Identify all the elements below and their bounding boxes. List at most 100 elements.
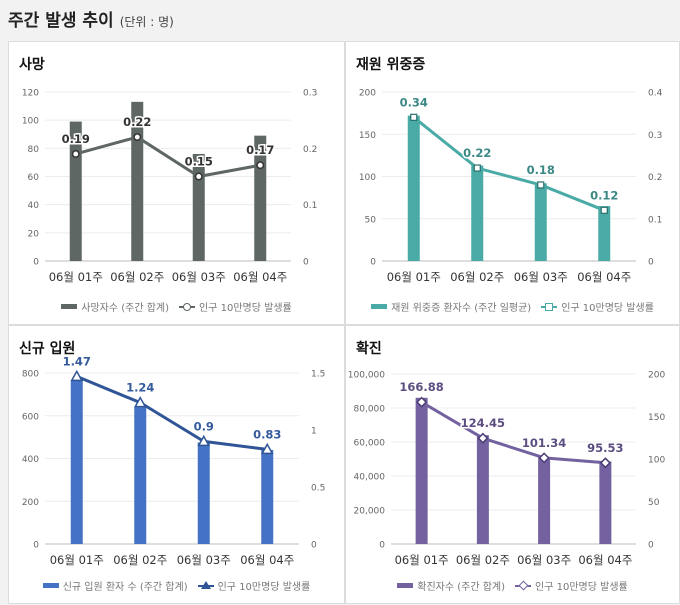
point-marker: [133, 133, 142, 142]
legend-line-swatch: [197, 580, 214, 591]
legend-bar-swatch: [42, 583, 59, 588]
point-marker: [477, 432, 489, 444]
data-label: 0.34: [400, 95, 428, 109]
legend-item-bar[interactable]: 재원 위중증 환자수 (주간 일평균): [371, 299, 531, 314]
y-left-tick-label: 150: [359, 131, 376, 141]
legend-bar-swatch: [371, 304, 388, 309]
data-label: 0.19: [62, 132, 90, 146]
legend-item-line[interactable]: 인구 10만명당 발생률: [179, 299, 292, 314]
y-right-tick-label: 150: [648, 413, 665, 423]
legend-item-bar[interactable]: 신규 입원 환자 수 (주간 합계): [42, 578, 188, 593]
legend-item-line[interactable]: 인구 10만명당 발생률: [197, 578, 311, 593]
x-tick-label: 06월 01주: [387, 270, 441, 284]
legend-item-line[interactable]: 인구 10만명당 발생률: [515, 578, 628, 593]
legend-item-line[interactable]: 인구 10만명당 발생률: [541, 299, 654, 314]
x-tick-label: 06월 03주: [517, 553, 571, 567]
y-left-tick-label: 400: [22, 455, 39, 465]
legend-item-bar[interactable]: 확진자수 (주간 합계): [397, 578, 505, 593]
y-left-tick-label: 20,000: [354, 507, 386, 517]
chart-svg: 0 20 40 60 80 100 120 0 0.1 0.2 0.3 06월 01주 06월 02주 0…: [22, 89, 318, 285]
bar: [471, 165, 484, 261]
y-left-tick-label: 120: [22, 89, 39, 99]
point-marker: [599, 457, 611, 469]
x-tick-label: 06월 01주: [49, 270, 103, 284]
bar: [538, 457, 551, 544]
data-label: 1.47: [63, 354, 91, 368]
bar: [131, 101, 144, 261]
point-marker: [256, 161, 265, 170]
bar: [407, 115, 420, 261]
x-tick-label: 06월 01주: [50, 553, 104, 567]
y-left-tick-label: 800: [22, 370, 39, 380]
point-marker: [600, 206, 608, 214]
severe-chart-panel: 재원 위중증 0 50 100 150 200 0 0.1 0.2 0.3 0.4 06월 01주 0…: [345, 41, 680, 325]
y-right-tick-label: 0: [648, 541, 654, 551]
data-label: 0.83: [253, 427, 281, 441]
y-left-tick-label: 20: [28, 229, 40, 239]
legend-line-swatch: [515, 580, 532, 591]
y-right-tick-label: 1.5: [311, 370, 325, 380]
data-label: 101.34: [522, 436, 566, 450]
y-right-tick-label: 0.3: [648, 131, 662, 141]
x-tick-label: 06월 02주: [456, 553, 510, 567]
y-right-tick-label: 0.4: [648, 89, 663, 99]
point-marker: [416, 396, 428, 408]
x-tick-label: 06월 02주: [110, 270, 164, 284]
point-marker: [70, 369, 84, 382]
bar: [599, 461, 612, 544]
y-left-tick-label: 40: [28, 201, 40, 211]
y-left-tick-label: 200: [359, 89, 376, 99]
y-left-tick-label: 100: [359, 173, 376, 183]
bar: [415, 397, 428, 544]
chart-title: 사망: [19, 57, 45, 73]
legend-bar-swatch: [61, 304, 78, 309]
bar: [534, 183, 547, 261]
x-tick-label: 06월 04주: [233, 270, 287, 284]
y-left-tick-label: 60: [28, 173, 40, 183]
legend-item-bar[interactable]: 사망자수 (주간 합계): [61, 299, 169, 314]
x-tick-label: 06월 02주: [113, 553, 167, 567]
bar: [70, 380, 83, 544]
data-label: 95.53: [587, 441, 623, 455]
legend-line-label: 인구 10만명당 발생률: [217, 582, 311, 593]
chart-legend: 재원 위중증 환자수 (주간 일평균) 인구 10만명당 발생률: [346, 299, 679, 314]
unit-label: (단위 : 명): [119, 15, 174, 29]
point-marker: [133, 396, 147, 408]
bar: [476, 435, 489, 544]
legend-bar-label: 신규 입원 환자 수 (주간 합계): [62, 582, 188, 593]
point-marker: [410, 113, 418, 121]
y-right-tick-label: 0.1: [648, 215, 662, 225]
legend-bar-label: 사망자수 (주간 합계): [81, 303, 170, 314]
y-left-tick-label: 0: [33, 541, 39, 551]
x-tick-label: 06월 03주: [514, 270, 568, 284]
y-left-tick-label: 0: [379, 541, 385, 551]
y-left-tick-label: 80: [28, 145, 40, 155]
data-label: 0.22: [463, 146, 491, 160]
legend-line-swatch: [541, 302, 558, 312]
chart-svg: 0 200 400 600 800 0 0.5 1 1.5 06월 01주 06월 02주 06월 0…: [22, 353, 326, 567]
confirmed-chart-panel: 확진 0 20,000 40,000 60,000 80,000 100,000 0 50 10…: [345, 325, 680, 604]
chart-legend: 신규 입원 환자 수 (주간 합계) 인구 10만명당 발생률: [9, 578, 344, 593]
y-right-tick-label: 0.2: [303, 145, 317, 155]
chart-legend: 사망자수 (주간 합계) 인구 10만명당 발생률: [9, 299, 344, 314]
data-label: 0.18: [527, 163, 555, 177]
bar: [192, 153, 205, 261]
page-title-text: 주간 발생 추이: [8, 11, 114, 31]
legend-line-swatch: [179, 302, 196, 312]
point-marker: [194, 172, 203, 181]
chart-svg: 0 50 100 150 200 0 0.1 0.2 0.3 0.4 06월 01주 06월 02주 0…: [359, 89, 663, 285]
y-right-tick-label: 1: [311, 427, 317, 437]
data-label: 124.45: [461, 416, 505, 430]
y-right-tick-label: 0: [648, 258, 654, 268]
y-right-tick-label: 0.5: [311, 484, 325, 494]
point-marker: [538, 452, 550, 464]
x-tick-label: 06월 04주: [577, 270, 631, 284]
x-tick-label: 06월 03주: [177, 553, 231, 567]
series-line: [75, 135, 261, 178]
x-tick-label: 06월 03주: [172, 270, 226, 284]
deaths-chart-panel: 사망 0 20 40 60 80 100 120 0 0.1 0.2 0.3 06월 01주 06월 0…: [8, 41, 345, 325]
y-right-tick-label: 0.2: [648, 173, 662, 183]
data-label: 166.88: [399, 380, 443, 394]
page-title: 주간 발생 추이 (단위 : 명): [8, 6, 174, 32]
y-left-tick-label: 600: [22, 412, 39, 422]
